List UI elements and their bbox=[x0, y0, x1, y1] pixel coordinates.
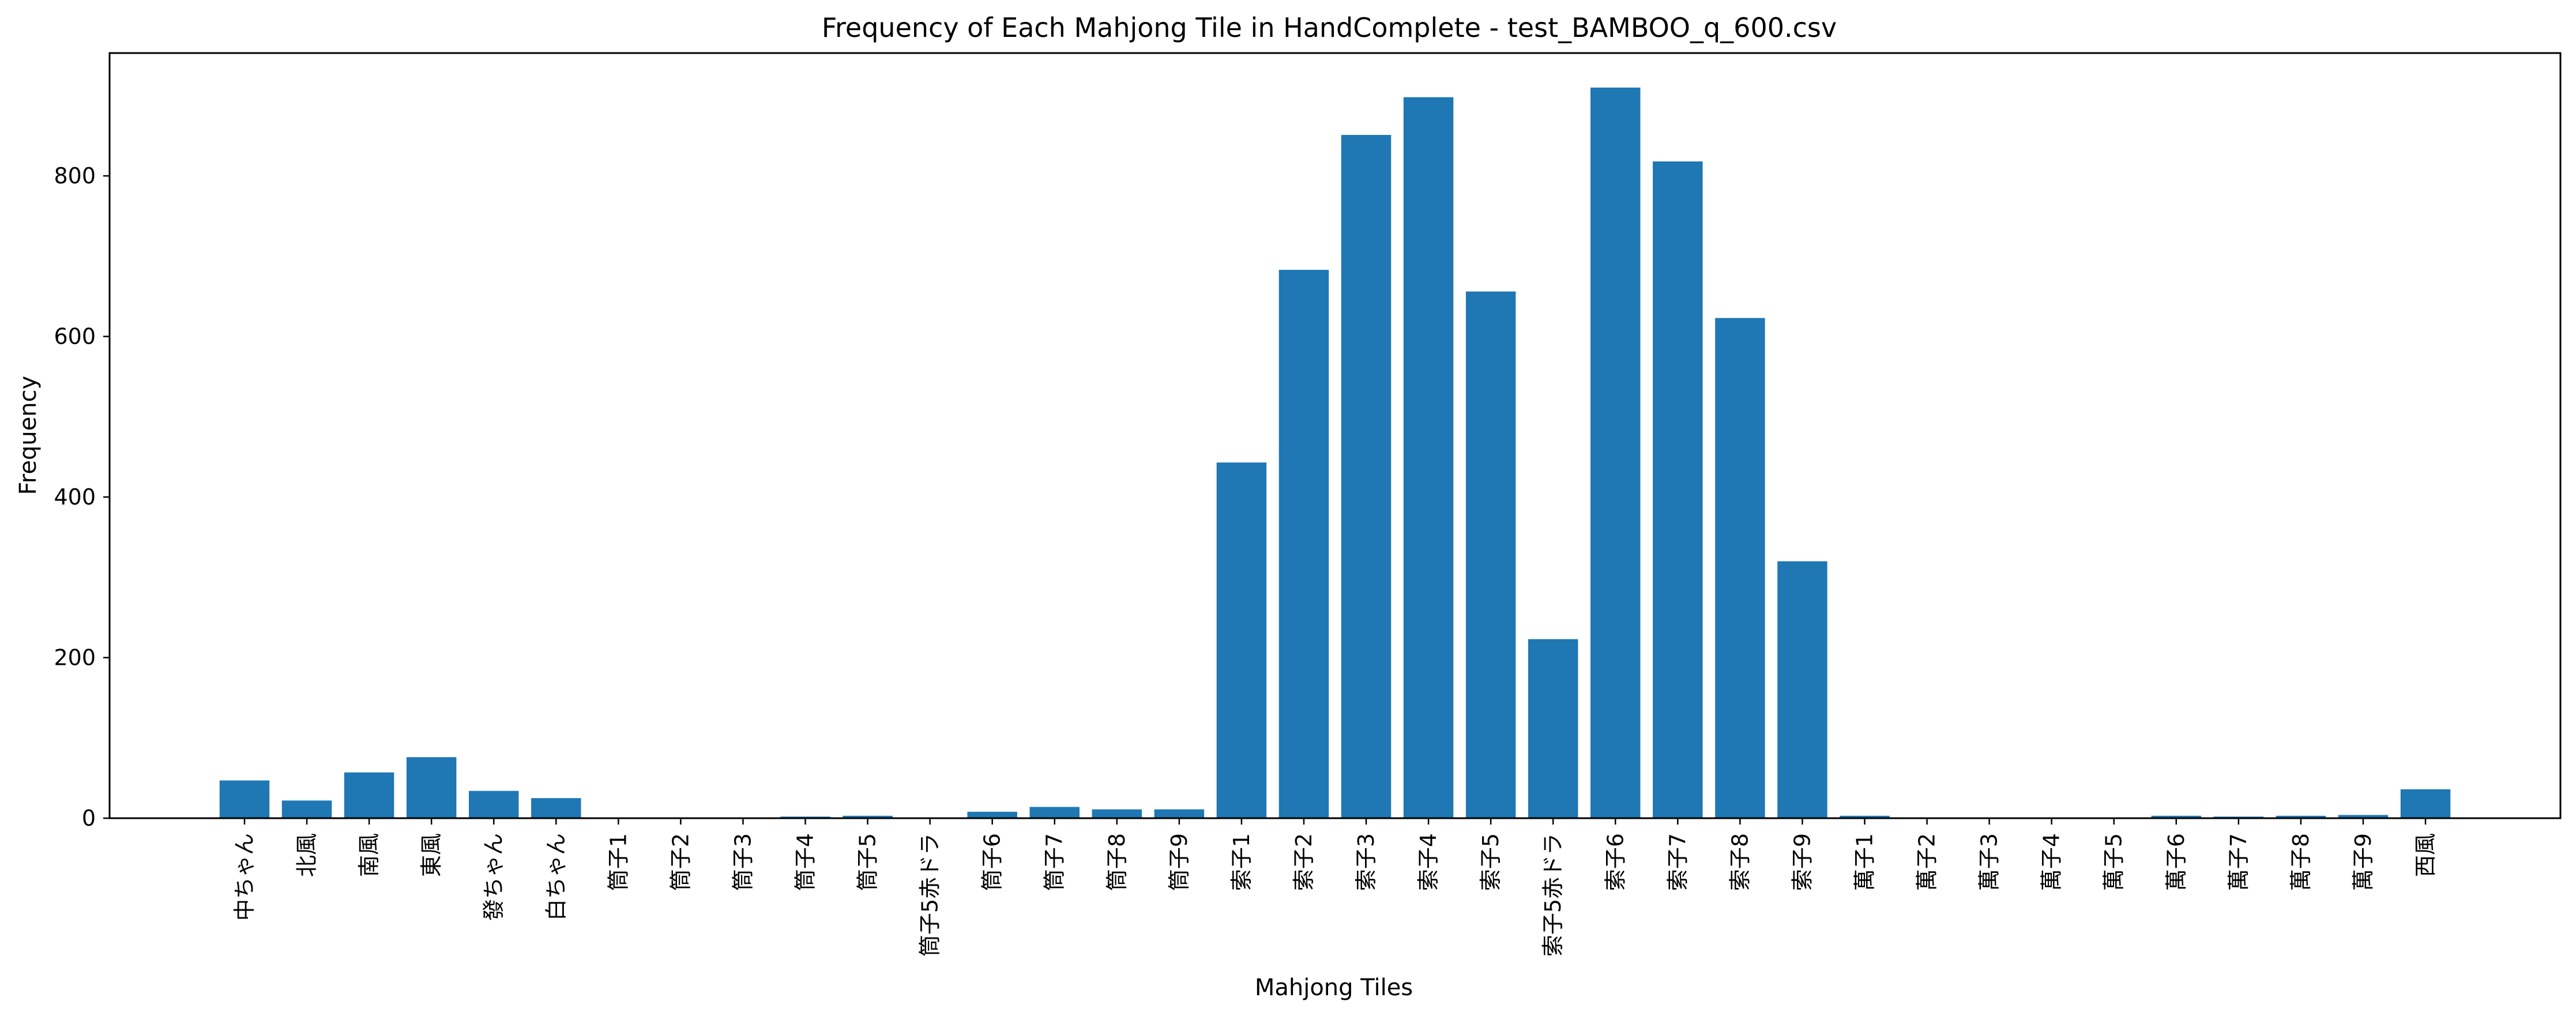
x-tick-label: 索子4 bbox=[1416, 833, 1441, 891]
bar-15 bbox=[1154, 809, 1205, 818]
bar-10 bbox=[843, 815, 893, 818]
x-tick-label: 萬子5 bbox=[2101, 833, 2127, 891]
x-tick-label: 白ちゃん bbox=[543, 833, 569, 921]
chart-title: Frequency of Each Mahjong Tile in HandCo… bbox=[822, 12, 1837, 43]
y-tick-label: 200 bbox=[54, 645, 96, 671]
bar-0 bbox=[219, 780, 270, 818]
bar-17 bbox=[1278, 269, 1329, 819]
x-tick-label: 萬子6 bbox=[2164, 833, 2189, 891]
x-tick-label: 西風 bbox=[2413, 833, 2438, 877]
x-tick-label: 北風 bbox=[294, 833, 319, 877]
bar-21 bbox=[1528, 639, 1578, 818]
x-tick-label: 筒子2 bbox=[668, 833, 693, 891]
x-tick-label: 萬子8 bbox=[2288, 833, 2314, 891]
y-tick-label: 800 bbox=[54, 163, 96, 189]
bar-25 bbox=[1777, 561, 1827, 818]
x-tick-label: 索子3 bbox=[1353, 833, 1379, 891]
bar-3 bbox=[406, 757, 457, 818]
x-tick-label: 筒子5赤ドラ bbox=[917, 833, 943, 957]
bar-13 bbox=[1029, 807, 1080, 818]
x-tick-label: 筒子6 bbox=[980, 833, 1005, 891]
x-tick-label: 筒子5 bbox=[855, 833, 881, 891]
x-axis-ticks: 中ちゃん 北風 南風 東風 發ちゃん 白ちゃん 筒子1 筒子2 筒子3 筒子4 筒子5 筒子5赤ドラ 筒… bbox=[232, 818, 2438, 957]
x-tick-label: 東風 bbox=[419, 833, 444, 877]
x-tick-label: 索子2 bbox=[1291, 833, 1317, 891]
x-tick-label: 索子7 bbox=[1665, 833, 1690, 891]
bars-layer bbox=[219, 87, 2451, 819]
x-tick-label: 筒子4 bbox=[793, 833, 818, 891]
x-tick-label: 索子9 bbox=[1789, 833, 1815, 891]
bar-31 bbox=[2151, 815, 2201, 818]
x-tick-label: 中ちゃん bbox=[232, 833, 257, 921]
x-tick-label: 索子1 bbox=[1229, 833, 1254, 891]
bar-16 bbox=[1216, 462, 1267, 818]
y-axis-label: Frequency bbox=[15, 376, 42, 495]
bar-12 bbox=[967, 811, 1017, 818]
y-axis-ticks: 0 200 400 600 800 bbox=[54, 163, 110, 831]
x-tick-label: 索子8 bbox=[1727, 833, 1753, 891]
y-tick-label: 600 bbox=[54, 324, 96, 349]
bar-26 bbox=[1840, 815, 1890, 818]
x-tick-label: 萬子7 bbox=[2226, 833, 2251, 891]
x-tick-label: 萬子2 bbox=[1915, 833, 1940, 891]
x-axis-label: Mahjong Tiles bbox=[1255, 974, 1413, 1001]
y-tick-label: 400 bbox=[54, 484, 96, 510]
bar-5 bbox=[531, 798, 581, 818]
bar-23 bbox=[1653, 161, 1703, 819]
x-tick-label: 筒子1 bbox=[606, 833, 631, 891]
x-tick-label: 南風 bbox=[356, 833, 382, 877]
x-tick-label: 發ちゃん bbox=[481, 833, 506, 921]
plot-frame bbox=[108, 52, 2562, 819]
x-tick-label: 筒子8 bbox=[1104, 833, 1130, 891]
x-tick-label: 萬子9 bbox=[2351, 833, 2376, 891]
x-tick-label: 筒子3 bbox=[730, 833, 755, 891]
bar-34 bbox=[2338, 815, 2389, 818]
bar-33 bbox=[2276, 815, 2326, 818]
bar-18 bbox=[1341, 135, 1392, 818]
bar-35 bbox=[2400, 789, 2451, 818]
bar-2 bbox=[344, 772, 394, 818]
bar-1 bbox=[281, 800, 332, 818]
x-tick-label: 筒子7 bbox=[1042, 833, 1067, 891]
bar-20 bbox=[1465, 291, 1516, 818]
bar-22 bbox=[1590, 87, 1641, 818]
x-tick-label: 萬子4 bbox=[2039, 833, 2064, 891]
bar-24 bbox=[1715, 318, 1765, 818]
x-tick-label: 索子5赤ドラ bbox=[1540, 833, 1566, 957]
bar-4 bbox=[469, 791, 519, 818]
bar-19 bbox=[1403, 97, 1454, 819]
x-tick-label: 索子5 bbox=[1478, 833, 1503, 891]
x-tick-label: 萬子1 bbox=[1852, 833, 1877, 891]
y-tick-label: 0 bbox=[82, 806, 96, 831]
x-tick-label: 筒子9 bbox=[1167, 833, 1192, 891]
x-tick-label: 萬子3 bbox=[1977, 833, 2002, 891]
bar-14 bbox=[1092, 809, 1142, 818]
x-tick-label: 索子6 bbox=[1603, 833, 1628, 891]
